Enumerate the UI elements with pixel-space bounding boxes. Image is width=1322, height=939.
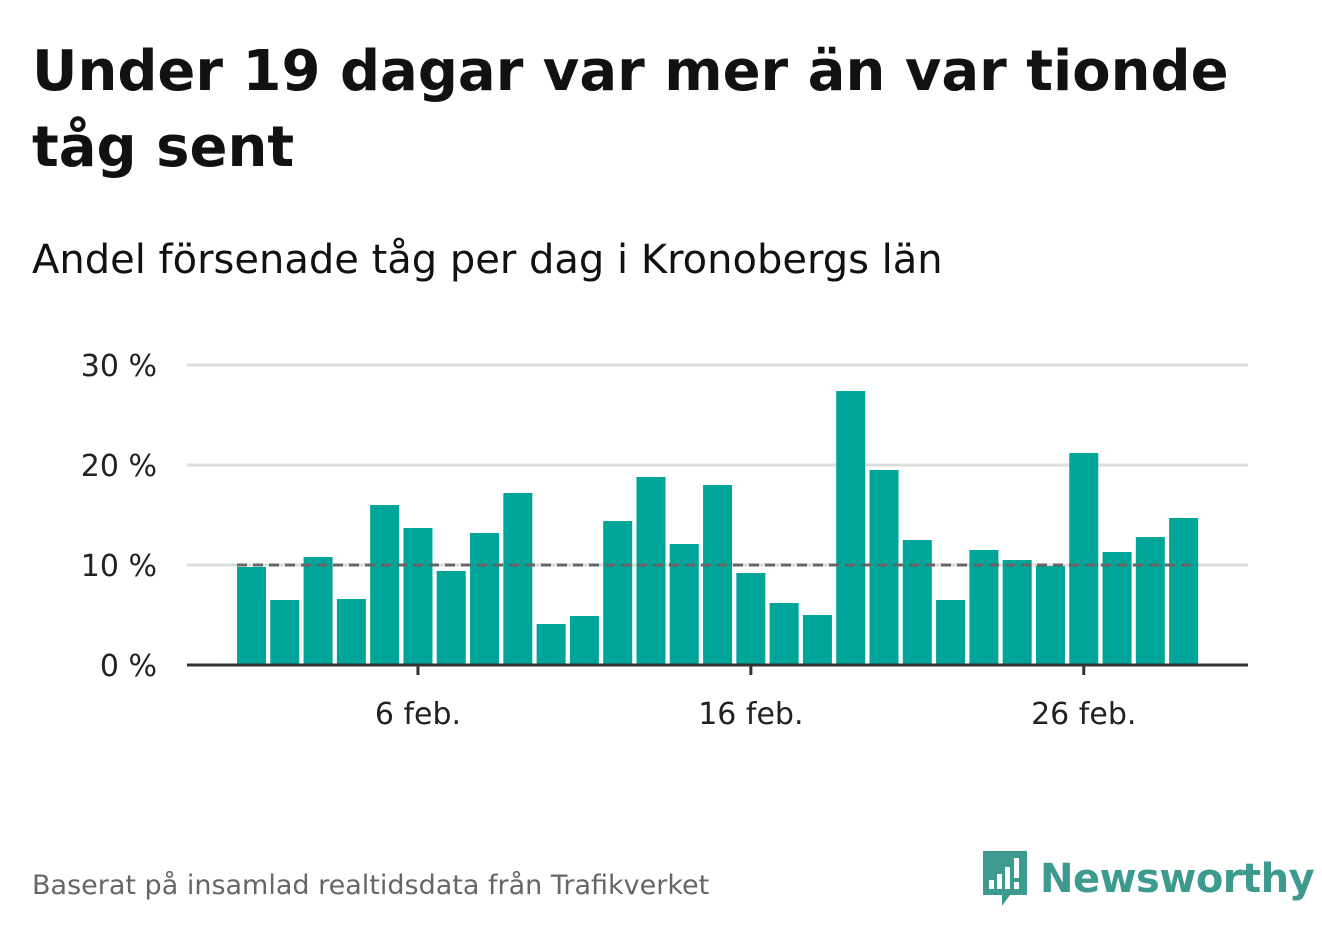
bar (1102, 552, 1132, 665)
chart-title: Under 19 dagar var mer än var tionde tåg… (32, 39, 1229, 180)
brand-logo: Newsworthy (980, 848, 1315, 910)
bar (503, 493, 533, 665)
brand-name: Newsworthy (1040, 856, 1315, 902)
bar (636, 477, 666, 665)
source-note: Baserat på insamlad realtidsdata från Tr… (32, 870, 710, 901)
bar (936, 600, 966, 665)
bar (470, 533, 500, 665)
bar (270, 600, 300, 665)
y-tick-label: 0 % (100, 649, 157, 684)
bar (736, 573, 766, 665)
bar (1002, 560, 1032, 665)
bar (1069, 453, 1099, 665)
bar (336, 599, 366, 665)
bar (1035, 566, 1065, 665)
bar (603, 521, 633, 665)
bar (769, 603, 799, 665)
bar (303, 557, 333, 665)
bar (969, 550, 999, 665)
x-tick-label: 26 feb. (1031, 697, 1136, 732)
bar (237, 567, 266, 665)
bar (569, 616, 599, 665)
bar (703, 485, 733, 665)
bar (669, 544, 699, 665)
bar-chart: 0 % 10 % 20 % 30 % 6 feb. 16 feb. 26 feb. (81, 349, 1248, 732)
bar (403, 528, 433, 665)
bar (1135, 537, 1165, 665)
chart-subtitle: Andel försenade tåg per dag i Kronobergs… (32, 237, 943, 283)
x-tick-label: 6 feb. (375, 697, 461, 732)
bar (536, 624, 566, 665)
x-axis-ticks: 6 feb. 16 feb. 26 feb. (375, 665, 1136, 732)
bar (436, 571, 466, 665)
bar (802, 615, 832, 665)
x-tick-label: 16 feb. (698, 697, 803, 732)
y-axis-ticks: 0 % 10 % 20 % 30 % (81, 349, 157, 684)
bar (1169, 518, 1199, 665)
bar (836, 391, 866, 665)
bar (869, 470, 899, 665)
y-tick-label: 10 % (81, 549, 157, 584)
y-tick-label: 30 % (81, 349, 157, 384)
bar (902, 540, 932, 665)
bar-chart-speech-bubble-icon (983, 851, 1027, 906)
bar (370, 505, 400, 665)
y-tick-label: 20 % (81, 449, 157, 484)
bars (237, 391, 1199, 665)
